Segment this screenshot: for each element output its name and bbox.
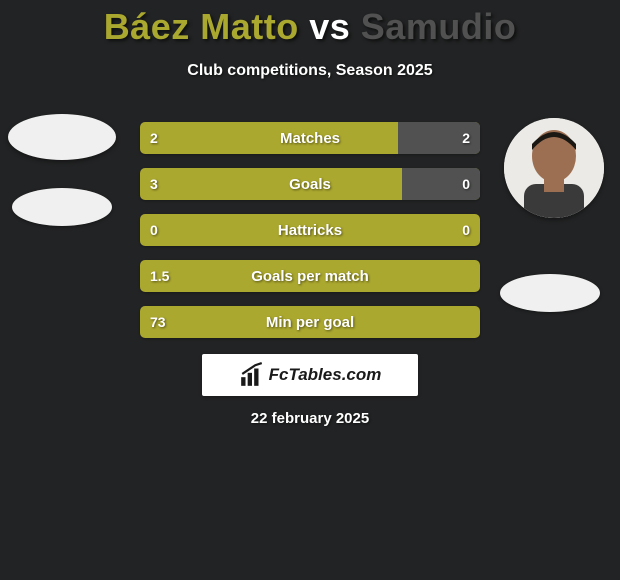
stats-bars: 2Matches23Goals00Hattricks01.5Goals per … — [140, 122, 480, 352]
person-icon — [504, 118, 604, 218]
chart-icon — [239, 362, 265, 388]
stat-right-value — [460, 306, 480, 338]
stat-label: Min per goal — [140, 306, 480, 338]
stat-row: 3Goals0 — [140, 168, 480, 200]
subtitle: Club competitions, Season 2025 — [0, 62, 620, 80]
branding-badge: FcTables.com — [202, 354, 418, 396]
comparison-card: Báez Matto vs Samudio Club competitions,… — [0, 0, 620, 580]
player1-name: Báez Matto — [104, 6, 299, 47]
stat-label: Goals per match — [140, 260, 480, 292]
headline: Báez Matto vs Samudio — [0, 0, 620, 48]
stat-label: Goals — [140, 168, 480, 200]
player2-name: Samudio — [361, 6, 517, 47]
stat-right-value — [460, 260, 480, 292]
date-text: 22 february 2025 — [0, 410, 620, 427]
player2-column — [498, 108, 618, 312]
stat-row: 73Min per goal — [140, 306, 480, 338]
stat-label: Hattricks — [140, 214, 480, 246]
brand-text: FcTables.com — [269, 365, 382, 385]
stat-right-value: 0 — [452, 214, 480, 246]
stat-row: 1.5Goals per match — [140, 260, 480, 292]
stat-label: Matches — [140, 122, 480, 154]
stat-row: 0Hattricks0 — [140, 214, 480, 246]
player2-flag — [500, 274, 600, 312]
stat-right-value: 2 — [452, 122, 480, 154]
player1-column — [2, 108, 122, 226]
player2-avatar — [504, 118, 604, 218]
vs-text: vs — [309, 6, 350, 47]
stat-right-value: 0 — [452, 168, 480, 200]
player1-flag — [12, 188, 112, 226]
player1-avatar — [8, 114, 116, 160]
stat-row: 2Matches2 — [140, 122, 480, 154]
